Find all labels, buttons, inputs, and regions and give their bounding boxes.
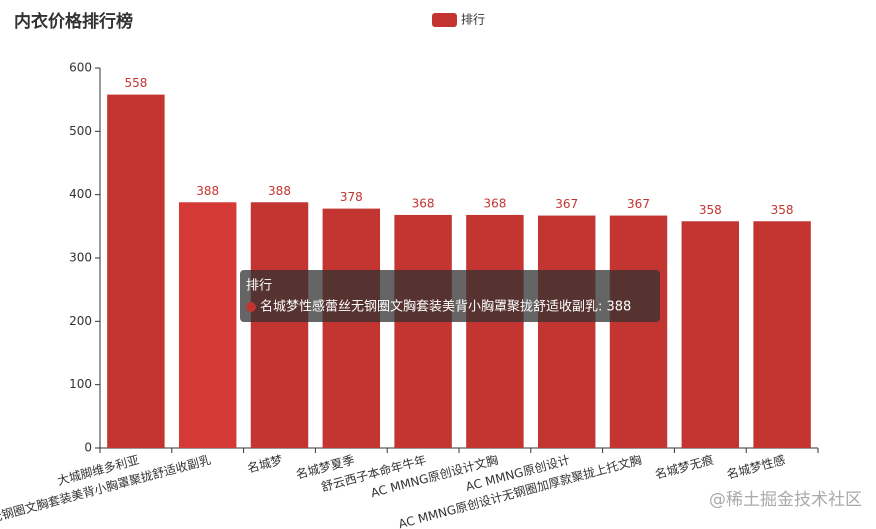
bar: [250, 202, 309, 448]
bar: [322, 208, 381, 448]
bar: [107, 94, 165, 448]
legend-label: 排行: [461, 13, 485, 27]
tooltip-title: 排行: [246, 279, 272, 294]
bar: [466, 214, 524, 448]
bar: [753, 221, 811, 448]
y-tick-label: 600: [69, 61, 92, 75]
value-label: 367: [555, 197, 578, 211]
value-label: 368: [483, 196, 506, 210]
value-label: 368: [412, 196, 435, 210]
bar: [681, 221, 740, 448]
value-label: 388: [196, 184, 219, 198]
y-tick-label: 0: [84, 441, 92, 455]
y-tick-label: 200: [69, 314, 92, 328]
value-label: 358: [699, 203, 722, 217]
legend-swatch: [432, 13, 457, 27]
value-label: 388: [268, 184, 291, 198]
y-tick-label: 300: [69, 251, 92, 265]
bar: [537, 215, 596, 448]
bar: [394, 214, 452, 448]
value-label: 367: [627, 197, 650, 211]
value-label: 358: [771, 203, 794, 217]
bar: [609, 215, 668, 448]
tooltip-text: 名城梦性感蕾丝无钢圈文胸套装美背小胸罩聚拢舒适收副乳: 388: [260, 299, 631, 315]
y-tick-label: 100: [69, 377, 92, 391]
value-label: 378: [340, 190, 363, 204]
value-label: 558: [124, 76, 147, 90]
y-tick-label: 400: [69, 187, 92, 201]
bar: [178, 202, 237, 448]
y-tick-label: 500: [69, 124, 92, 138]
tooltip-marker: [246, 302, 256, 312]
tooltip: 排行 名城梦性感蕾丝无钢圈文胸套装美背小胸罩聚拢舒适收副乳: 388: [240, 270, 660, 322]
watermark: @稀土掘金技术社区: [709, 490, 862, 510]
tooltip-box: [240, 270, 660, 322]
chart-title: 内衣价格排行榜: [14, 11, 133, 32]
